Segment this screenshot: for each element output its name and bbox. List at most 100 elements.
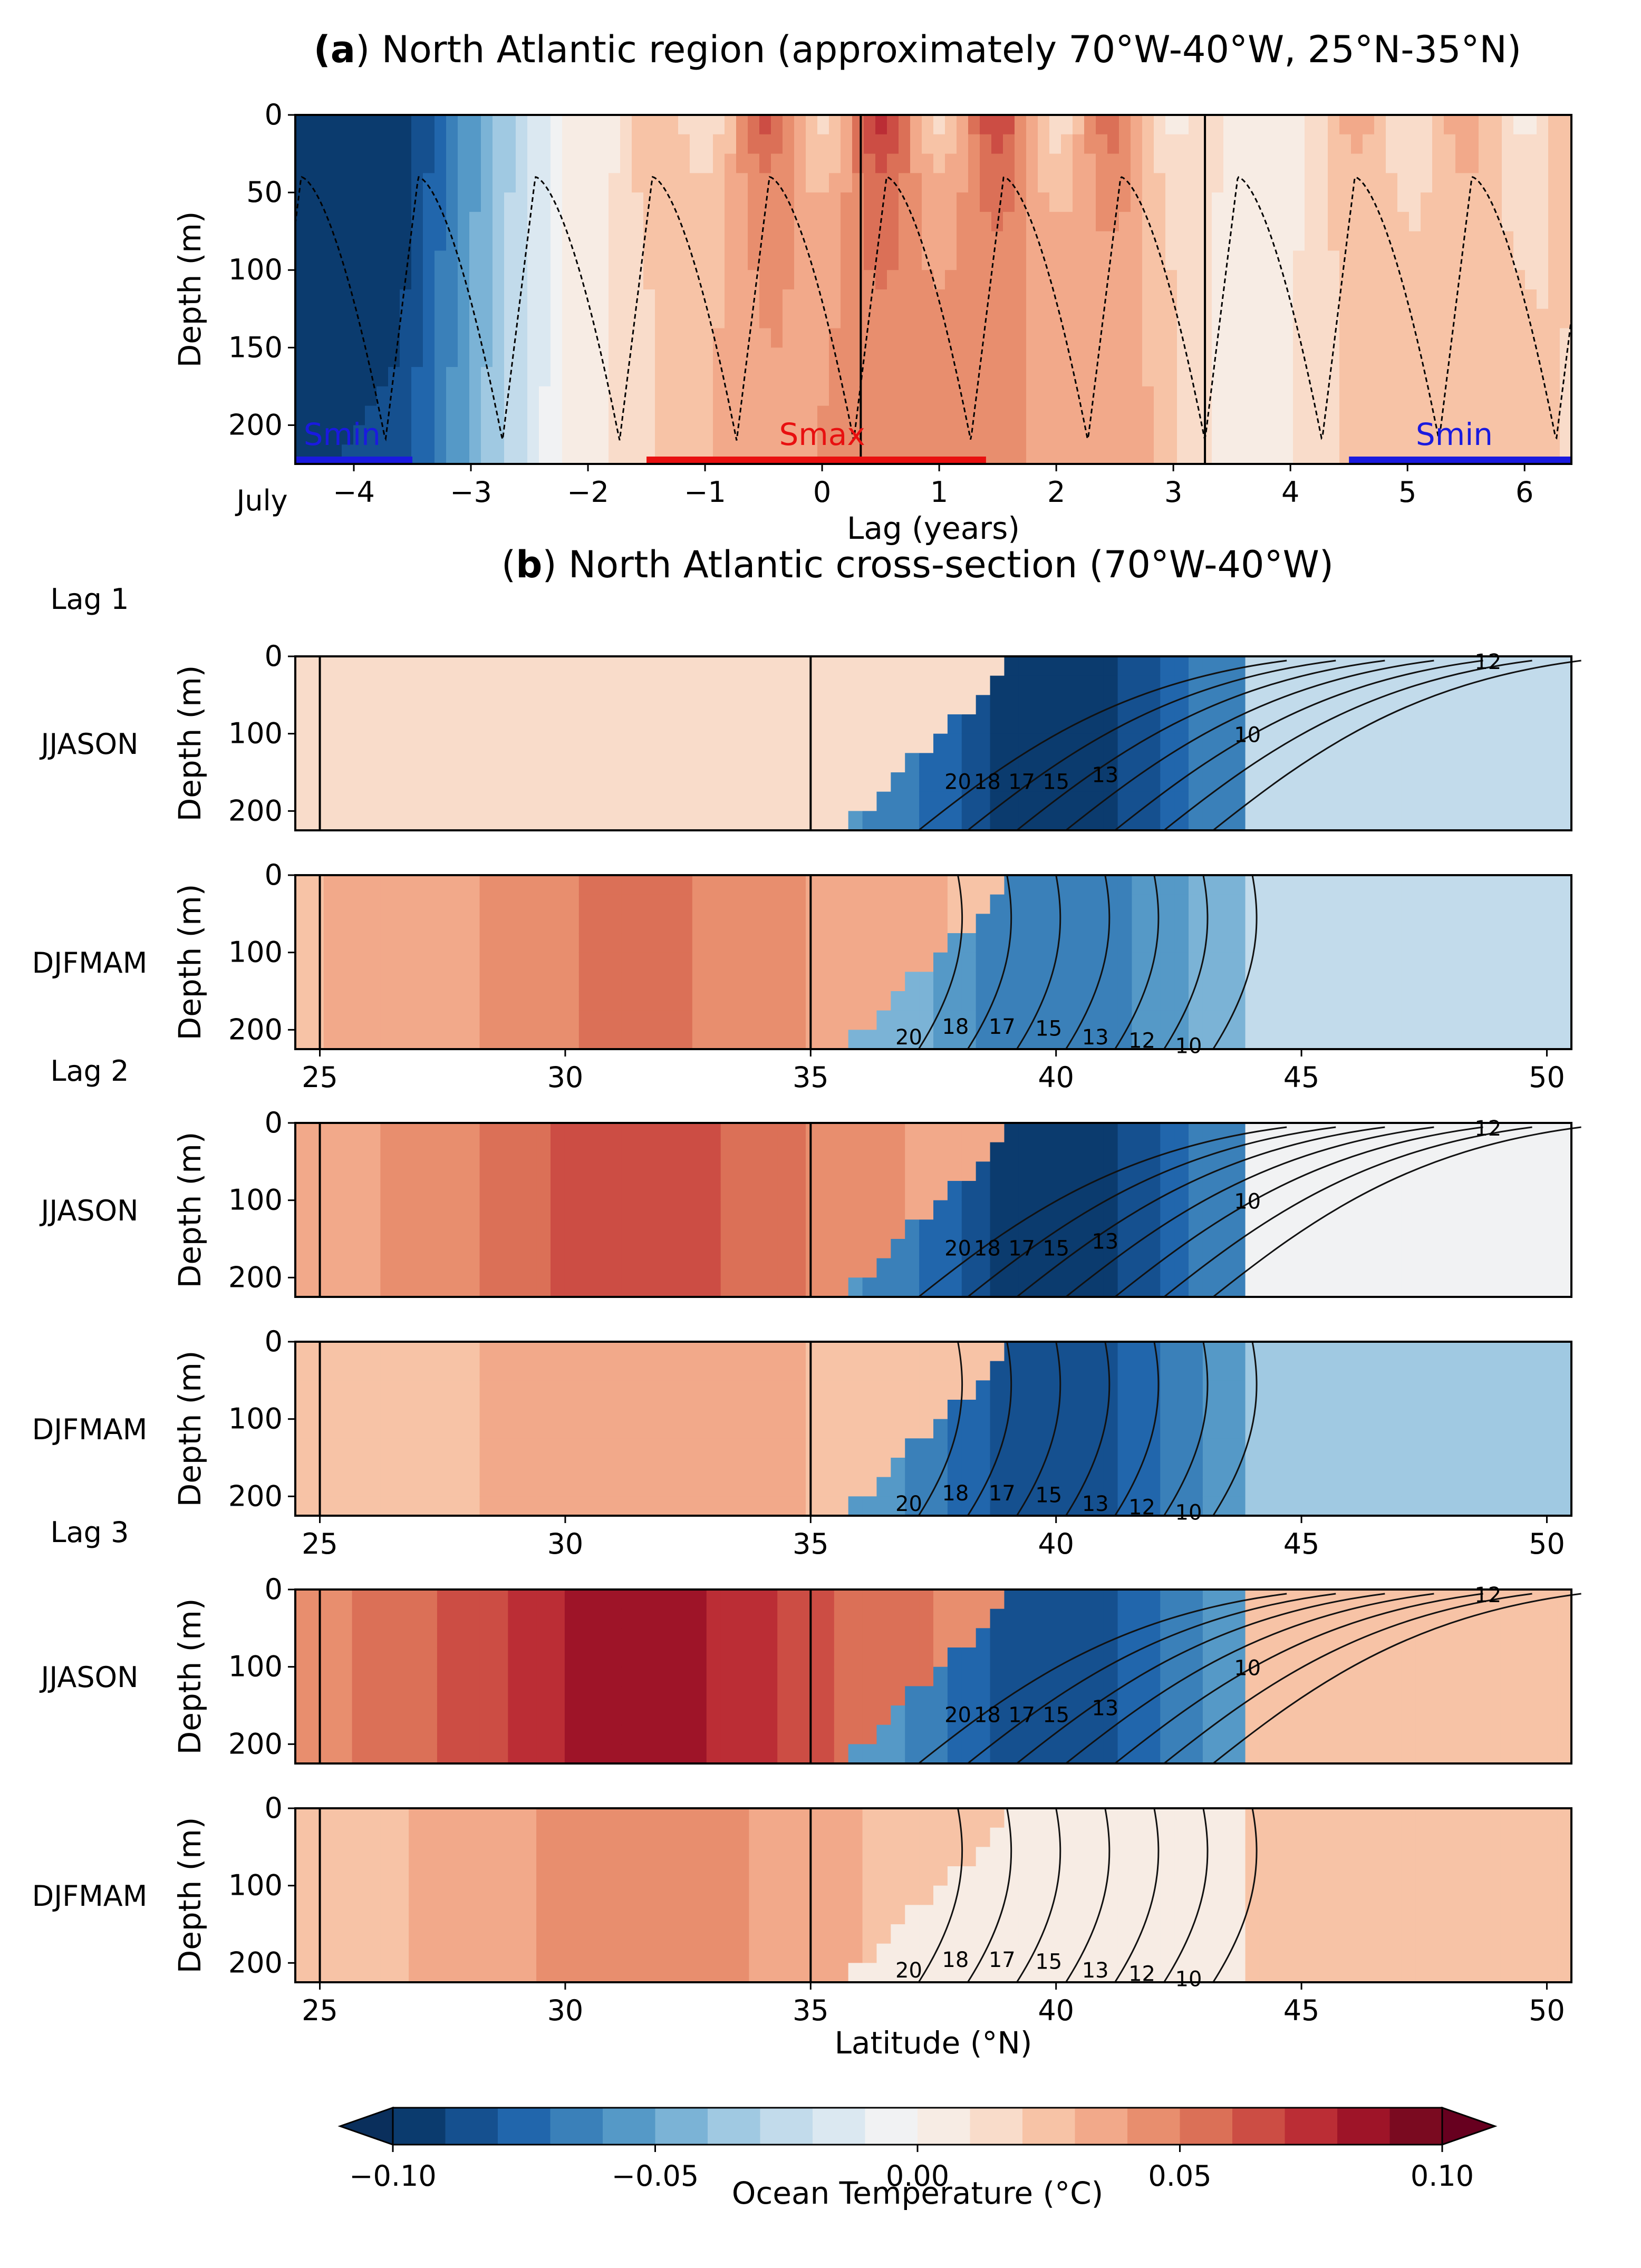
heatmap-cell bbox=[678, 250, 690, 271]
heatmap-cell bbox=[1107, 425, 1119, 445]
heatmap-cell bbox=[508, 875, 523, 895]
heatmap-cell bbox=[1189, 173, 1201, 193]
period-label: Smin bbox=[304, 416, 381, 452]
heatmap-cell bbox=[1543, 1200, 1558, 1220]
heatmap-cell bbox=[1096, 173, 1108, 193]
heatmap-cell bbox=[1026, 270, 1038, 290]
heatmap-cell bbox=[1223, 347, 1235, 367]
heatmap-cell bbox=[593, 1419, 608, 1439]
heatmap-cell bbox=[323, 1010, 339, 1031]
heatmap-cell bbox=[551, 289, 563, 309]
heatmap-cell bbox=[318, 308, 331, 329]
heatmap-cell bbox=[1084, 328, 1096, 348]
heatmap-cell bbox=[957, 425, 969, 445]
heatmap-cell bbox=[794, 270, 806, 290]
heatmap-cell bbox=[574, 444, 586, 464]
heatmap-cell bbox=[725, 211, 737, 232]
heatmap-cell bbox=[353, 347, 365, 367]
heatmap-cell bbox=[806, 875, 820, 895]
heatmap-cell bbox=[1212, 405, 1224, 426]
heatmap-cell bbox=[352, 753, 367, 773]
x-tick-label: −2 bbox=[567, 476, 609, 509]
heatmap-cell bbox=[1472, 772, 1487, 792]
heatmap-cell bbox=[522, 675, 537, 696]
heatmap-cell bbox=[309, 1361, 324, 1381]
heatmap-cell bbox=[1525, 367, 1537, 387]
heatmap-cell bbox=[1421, 367, 1433, 387]
heatmap-cell bbox=[852, 347, 864, 367]
heatmap-cell bbox=[891, 1200, 906, 1220]
heatmap-cell bbox=[933, 1239, 948, 1259]
heatmap-cell bbox=[961, 1010, 977, 1031]
heatmap-cell bbox=[1430, 1200, 1444, 1220]
heatmap-cell bbox=[933, 250, 945, 271]
heatmap-cell bbox=[806, 1030, 820, 1050]
heatmap-cell bbox=[957, 328, 969, 348]
heatmap-cell bbox=[1363, 134, 1375, 154]
heatmap-cell bbox=[593, 1161, 608, 1181]
heatmap-cell bbox=[976, 991, 991, 1011]
isotherm-label: 17 bbox=[1008, 770, 1035, 794]
heatmap-cell bbox=[794, 289, 806, 309]
heatmap-cell bbox=[852, 173, 864, 193]
heatmap-cell bbox=[366, 1342, 381, 1362]
heatmap-cell bbox=[1281, 270, 1294, 290]
heatmap-cell bbox=[933, 173, 945, 193]
heatmap-cell bbox=[848, 1181, 863, 1201]
heatmap-cell bbox=[1004, 991, 1019, 1011]
heatmap-cell bbox=[593, 972, 608, 992]
heatmap-cell bbox=[337, 811, 353, 831]
heatmap-cell bbox=[323, 1361, 339, 1381]
heatmap-cell bbox=[342, 173, 354, 193]
heatmap-cell bbox=[609, 153, 621, 174]
heatmap-cell bbox=[366, 656, 381, 676]
heatmap-cell bbox=[451, 1361, 466, 1381]
heatmap-cell bbox=[1217, 1181, 1232, 1201]
heatmap-cell bbox=[1177, 173, 1189, 193]
heatmap-cell bbox=[1247, 231, 1259, 251]
heatmap-cell bbox=[947, 1142, 962, 1162]
heatmap-cell bbox=[990, 733, 1005, 754]
heatmap-cell bbox=[609, 444, 621, 464]
heatmap-cell bbox=[841, 250, 853, 271]
heatmap-cell bbox=[1401, 753, 1416, 773]
heatmap-cell bbox=[1096, 211, 1108, 232]
heatmap-cell bbox=[562, 115, 574, 135]
heatmap-cell bbox=[494, 695, 509, 715]
heatmap-cell bbox=[1047, 733, 1061, 754]
heatmap-cell bbox=[735, 933, 750, 953]
heatmap-cell bbox=[1543, 733, 1558, 754]
heatmap-cell bbox=[1316, 328, 1328, 348]
heatmap-cell bbox=[1330, 772, 1345, 792]
heatmap-cell bbox=[539, 153, 551, 174]
heatmap-cell bbox=[1490, 328, 1502, 348]
heatmap-cell bbox=[597, 192, 609, 212]
heatmap-cell bbox=[771, 386, 783, 406]
heatmap-cell bbox=[1502, 270, 1514, 290]
heatmap-cell bbox=[968, 115, 980, 135]
isotherm-line bbox=[1163, 1126, 1532, 1298]
heatmap-cell bbox=[848, 1438, 863, 1458]
heatmap-cell bbox=[318, 231, 331, 251]
heatmap-cell bbox=[380, 1123, 395, 1143]
heatmap-cell bbox=[352, 1400, 367, 1420]
heatmap-cell bbox=[899, 115, 911, 135]
heatmap-cell bbox=[1235, 386, 1247, 406]
heatmap-cell bbox=[593, 811, 608, 831]
heatmap-cell bbox=[783, 211, 795, 232]
heatmap-cell bbox=[607, 733, 622, 754]
heatmap-cell bbox=[1560, 115, 1572, 135]
heatmap-cell bbox=[353, 250, 365, 271]
heatmap-cell bbox=[620, 270, 632, 290]
heatmap-cell bbox=[706, 695, 721, 715]
heatmap-cell bbox=[307, 328, 319, 348]
heatmap-cell bbox=[1089, 914, 1104, 934]
heatmap-cell bbox=[635, 1477, 651, 1497]
heatmap-cell bbox=[1089, 811, 1104, 831]
heatmap-cell bbox=[664, 1342, 679, 1362]
heatmap-cell bbox=[635, 811, 651, 831]
heatmap-cell bbox=[678, 1342, 693, 1362]
heatmap-cell bbox=[1281, 173, 1294, 193]
heatmap-cell bbox=[678, 933, 693, 953]
heatmap-cell bbox=[1415, 1123, 1430, 1143]
